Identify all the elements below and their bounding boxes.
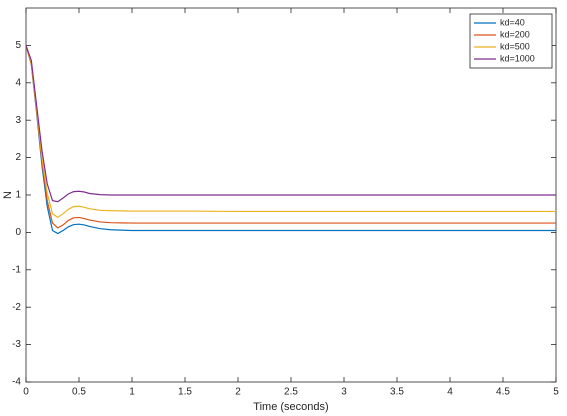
- series-line: [25, 45, 556, 219]
- y-tick-label: -3: [12, 339, 21, 350]
- x-tick-label: 0.5: [72, 387, 86, 398]
- x-tick-label: 0: [23, 387, 29, 398]
- y-tick-label: 5: [15, 40, 21, 51]
- y-tick-label: -1: [12, 264, 21, 275]
- x-axis-label: Time (seconds): [253, 401, 328, 413]
- y-tick-label: 1: [15, 190, 21, 201]
- y-tick-label: 0: [15, 227, 21, 238]
- y-tick-label: 2: [15, 152, 21, 163]
- x-tick-label: 3.5: [390, 387, 404, 398]
- legend-label: kd=500: [500, 41, 530, 51]
- x-tick-label: 1.5: [178, 387, 192, 398]
- legend-label: kd=200: [500, 29, 530, 39]
- x-tick-label: 3: [341, 387, 347, 398]
- series-line: [25, 45, 556, 229]
- y-tick-label: 3: [15, 115, 21, 126]
- x-tick-label: 1: [129, 387, 135, 398]
- y-tick-label: 4: [15, 77, 21, 88]
- x-tick-label: 2.5: [284, 387, 298, 398]
- y-axis-label: N: [2, 191, 14, 199]
- x-tick-label: 4: [447, 387, 453, 398]
- legend: kd=40 kd=200 kd=500 kd=1000: [469, 13, 553, 69]
- series-line: [25, 45, 556, 203]
- x-tick-label: 4.5: [496, 387, 510, 398]
- y-tick-label: -4: [12, 377, 21, 388]
- x-tick-label: 5: [553, 387, 559, 398]
- y-tick-label: -2: [12, 302, 21, 313]
- legend-label: kd=40: [500, 17, 525, 27]
- legend-label: kd=1000: [500, 53, 535, 63]
- x-tick-label: 2: [235, 387, 241, 398]
